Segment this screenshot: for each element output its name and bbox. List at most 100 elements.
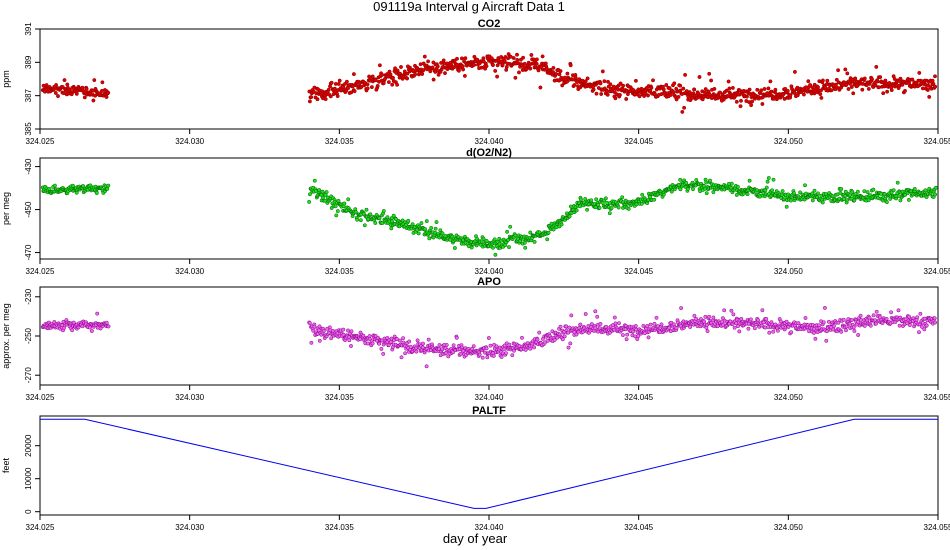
- data-point: [424, 219, 429, 224]
- data-point: [674, 325, 679, 330]
- x-tick-label: 324.045: [624, 267, 653, 276]
- y-tick-label: 391: [24, 22, 33, 36]
- data-point: [764, 317, 769, 321]
- data-point: [407, 339, 412, 344]
- data-point: [848, 81, 853, 86]
- data-point: [770, 188, 775, 193]
- data-point: [605, 92, 610, 97]
- data-point: [648, 322, 653, 327]
- data-point: [830, 194, 835, 199]
- data-point: [737, 92, 742, 97]
- data-point: [91, 98, 96, 103]
- data-point: [722, 308, 727, 313]
- data-point: [819, 95, 824, 100]
- data-point: [667, 86, 672, 91]
- data-point: [560, 337, 565, 342]
- data-point: [84, 86, 89, 91]
- data-point: [328, 94, 333, 99]
- data-point: [326, 87, 331, 92]
- data-point: [593, 309, 598, 314]
- data-point: [320, 189, 325, 194]
- data-point: [922, 327, 927, 332]
- x-tick-label: 324.035: [325, 267, 354, 276]
- data-point: [704, 180, 709, 185]
- data-point: [413, 72, 418, 77]
- data-point: [414, 349, 419, 354]
- data-point: [364, 207, 369, 212]
- data-point: [646, 335, 651, 340]
- data-point: [822, 305, 827, 310]
- data-point: [801, 92, 806, 97]
- data-point: [884, 200, 889, 205]
- data-point: [865, 190, 870, 195]
- data-point: [692, 313, 697, 318]
- data-point: [583, 79, 588, 84]
- data-point: [567, 214, 572, 219]
- data-point: [652, 321, 657, 326]
- data-point: [495, 74, 500, 79]
- data-point: [610, 323, 615, 328]
- data-point: [493, 68, 498, 73]
- panel-paltf: PALTF feet 324.025 324.030 324.035 324.040 3…: [1, 405, 950, 532]
- data-point: [845, 71, 850, 76]
- data-point: [898, 198, 903, 203]
- figure-title: 091119a Interval g Aircraft Data 1: [373, 0, 565, 14]
- data-point: [855, 189, 860, 194]
- data-point: [836, 320, 841, 325]
- data-point: [682, 105, 687, 110]
- data-point: [351, 72, 356, 77]
- data-point: [583, 312, 588, 316]
- data-point: [551, 65, 556, 70]
- data-point: [441, 58, 446, 63]
- panel-apo: APO approx. per meg 324.025 324.030 324.03…: [1, 276, 950, 402]
- data-point: [718, 90, 722, 95]
- data-point: [932, 316, 937, 321]
- data-point: [745, 192, 750, 197]
- data-point: [307, 99, 312, 104]
- data-point: [337, 78, 342, 83]
- data-point: [609, 206, 614, 211]
- x-tick-label: 324.055: [924, 393, 950, 402]
- data-point: [847, 321, 852, 326]
- data-point: [353, 207, 358, 212]
- data-point: [844, 324, 849, 329]
- data-point: [312, 178, 317, 183]
- data-point: [538, 85, 543, 90]
- data-point: [427, 236, 432, 241]
- data-point: [816, 191, 820, 196]
- data-point: [792, 91, 797, 95]
- data-point: [523, 245, 528, 250]
- data-point: [89, 329, 94, 333]
- x-tick-label: 324.025: [26, 393, 55, 402]
- data-point: [844, 328, 848, 333]
- data-point: [812, 188, 817, 193]
- data-point: [781, 92, 786, 97]
- data-point: [532, 345, 537, 350]
- data-point: [559, 222, 564, 227]
- data-point: [87, 325, 92, 330]
- data-point: [510, 353, 515, 358]
- data-point: [820, 78, 825, 83]
- data-point: [534, 61, 539, 66]
- data-point: [813, 336, 818, 341]
- data-point: [711, 315, 716, 320]
- data-point: [729, 308, 734, 313]
- data-point: [437, 343, 442, 348]
- y-tick-label: 10000: [24, 467, 33, 490]
- data-point: [555, 335, 560, 340]
- data-point: [764, 185, 769, 190]
- data-point: [907, 314, 911, 319]
- data-point: [529, 53, 534, 57]
- data-point: [671, 90, 676, 95]
- x-tick-label: 324.035: [325, 137, 354, 146]
- data-point: [56, 94, 60, 99]
- data-point: [434, 220, 439, 225]
- data-point: [850, 189, 855, 194]
- data-point: [707, 71, 712, 76]
- data-point: [633, 78, 638, 83]
- data-point: [491, 63, 495, 68]
- data-point: [486, 336, 491, 340]
- data-point: [870, 77, 874, 82]
- data-point: [504, 65, 509, 69]
- data-point: [834, 77, 839, 82]
